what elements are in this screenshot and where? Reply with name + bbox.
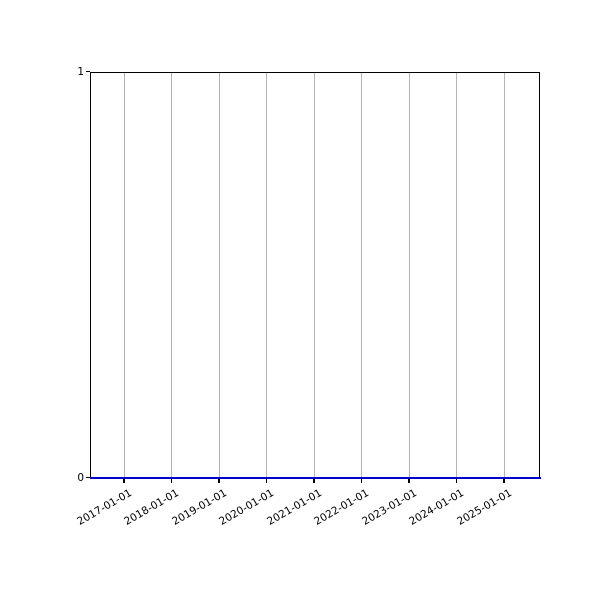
x-tick-mark [170, 478, 173, 483]
x-tick-mark [408, 478, 410, 483]
y-tick-label: 1 [77, 65, 84, 78]
x-tick-mark [218, 478, 220, 483]
gridline [266, 73, 267, 477]
gridline [171, 73, 172, 477]
x-tick-mark [360, 478, 363, 483]
gridline [361, 73, 362, 477]
data-line-flat-zero [89, 476, 541, 479]
gridline [218, 73, 220, 477]
gridline [408, 73, 410, 477]
x-tick-mark [455, 478, 458, 483]
y-tick-label: 0 [77, 471, 84, 484]
x-tick-mark [313, 478, 315, 483]
plot-area: 2017-01-01 2018-01-01 2019-01-01 2020-01-01… [75, 66, 541, 528]
x-tick-mark [503, 478, 505, 483]
gridline [313, 73, 315, 477]
y-tick-mark [85, 476, 90, 479]
y-tick-mark [85, 70, 90, 73]
x-tick-mark [123, 478, 125, 483]
x-tick-mark [265, 478, 268, 483]
gridline [503, 73, 505, 477]
gridline [456, 73, 457, 477]
gridline [123, 73, 125, 477]
